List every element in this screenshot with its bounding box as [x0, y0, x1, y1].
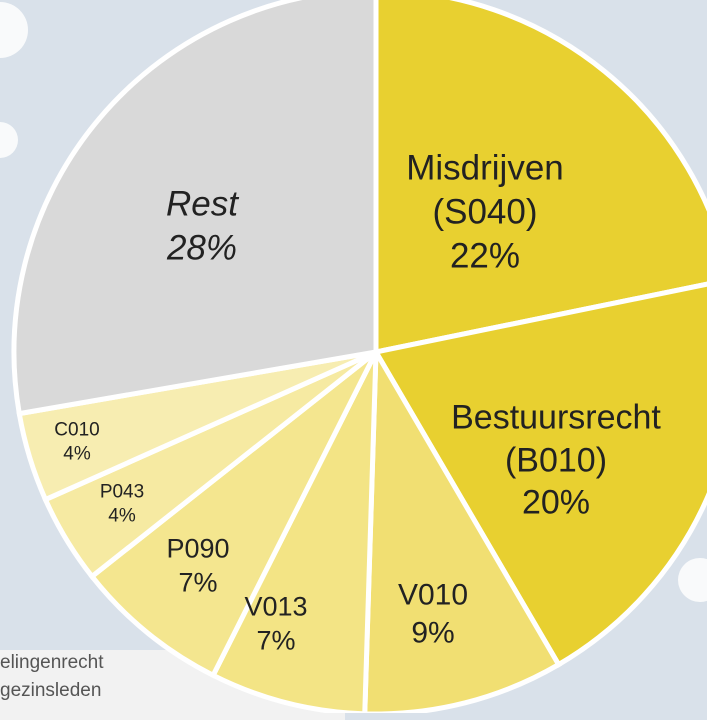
category-label: P090 — [166, 533, 230, 564]
category-label: C010 — [54, 419, 100, 441]
slice-label: V010 9% — [383, 577, 483, 652]
category-label: Misdrijven (S040) — [406, 148, 564, 232]
slice-label: Rest 28% — [122, 182, 282, 270]
pie-slice — [88, 350, 379, 679]
category-label: V010 — [397, 578, 469, 612]
legend-text: gezinsleden — [0, 680, 102, 701]
category-label: V013 — [244, 591, 308, 622]
slice-label: P090 7% — [153, 532, 243, 600]
value-label: 22% — [449, 235, 521, 275]
value-label: 4% — [108, 505, 136, 526]
slice-label: Bestuursrecht (B010) 20% — [411, 396, 701, 524]
category-label: Bestuursrecht (B010) — [451, 398, 661, 479]
value-label: 7% — [256, 625, 296, 655]
value-label: 28% — [166, 228, 238, 267]
value-label: 7% — [178, 567, 218, 597]
value-label: 20% — [521, 483, 591, 522]
slice-label: V013 7% — [231, 590, 321, 658]
pie-slice — [372, 281, 707, 668]
value-label: 4% — [63, 443, 91, 464]
slice-label: P043 4% — [92, 480, 152, 528]
category-label: Rest — [166, 184, 238, 224]
pie-slice — [209, 350, 379, 713]
pie-slice — [362, 343, 563, 713]
category-label: P043 — [99, 481, 145, 503]
legend-text: elingenrecht — [0, 652, 104, 673]
value-label: 9% — [411, 616, 455, 649]
slice-label: Misdrijven (S040) 22% — [380, 146, 590, 277]
slice-label: C010 4% — [47, 418, 107, 466]
pie-slice — [11, 0, 379, 417]
pie-slice — [373, 0, 707, 356]
